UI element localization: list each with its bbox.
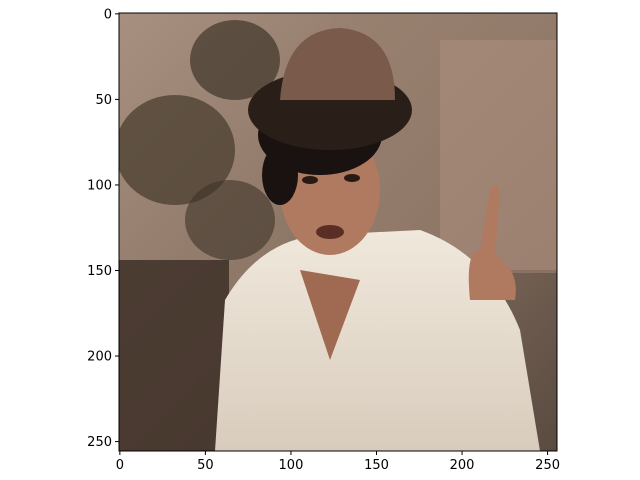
y-tick-label: 0 <box>104 7 112 22</box>
y-tick-label: 100 <box>87 178 112 193</box>
y-axis: 0 50 100 150 200 250 <box>87 7 119 450</box>
x-tick-label: 200 <box>450 458 475 473</box>
x-axis: 0 50 100 150 200 250 <box>116 451 560 473</box>
y-tick-label: 200 <box>87 350 112 365</box>
y-tick-label: 250 <box>87 435 112 450</box>
y-tick-label: 150 <box>87 264 112 279</box>
x-tick-label: 100 <box>279 458 304 473</box>
y-tick-label: 50 <box>95 93 112 108</box>
x-tick-label: 150 <box>364 458 389 473</box>
x-tick-label: 250 <box>535 458 560 473</box>
x-tick-label: 50 <box>197 458 214 473</box>
photograph <box>119 13 557 451</box>
axes-frame <box>118 12 558 452</box>
x-tick-label: 0 <box>116 458 124 473</box>
